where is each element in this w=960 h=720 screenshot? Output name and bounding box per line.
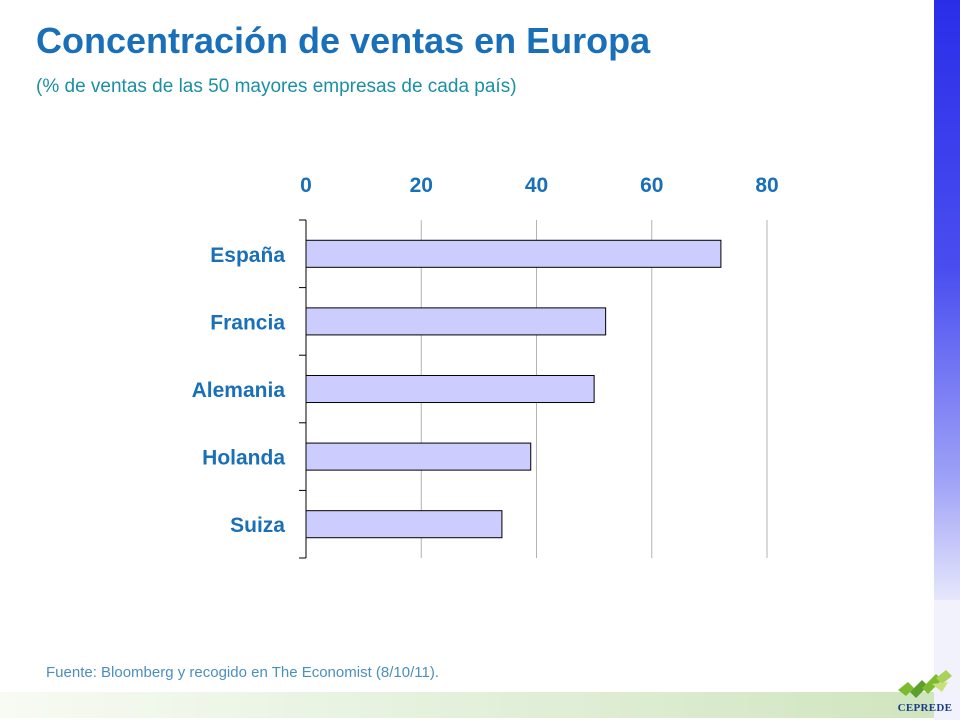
bars	[305, 239, 722, 539]
bottom-decor-bar	[0, 692, 934, 718]
category-labels: España Francia Alemania Holanda Suiza	[192, 244, 286, 537]
category-label: España	[210, 244, 285, 267]
logo-text: CEPREDE	[897, 702, 953, 714]
category-label: Francia	[210, 311, 285, 334]
category-label: Suiza	[230, 514, 285, 537]
bar	[305, 442, 532, 471]
category-label: Holanda	[202, 447, 285, 470]
bar	[305, 239, 722, 268]
source-note: Fuente: Bloomberg y recogido en The Econ…	[46, 664, 439, 681]
x-tick-label: 20	[410, 174, 433, 197]
bar	[305, 307, 607, 336]
bar	[305, 510, 503, 539]
side-bar-base	[934, 600, 960, 720]
x-tick-label: 80	[755, 174, 778, 197]
ceprede-logo: CEPREDE	[892, 668, 958, 718]
page-title: Concentración de ventas en Europa	[36, 20, 651, 61]
bar-chart: 0 20 40 60 80 España Francia Alemania Holanda Su…	[192, 174, 779, 559]
x-tick-label: 60	[640, 174, 663, 197]
side-bar-gradient	[934, 0, 960, 600]
x-tick-label: 0	[300, 174, 312, 197]
category-axis	[299, 219, 307, 559]
category-label: Alemania	[192, 379, 286, 402]
page-subtitle: (% de ventas de las 50 mayores empresas …	[36, 76, 517, 97]
value-axis-ticks: 0 20 40 60 80	[300, 174, 779, 197]
x-tick-label: 40	[525, 174, 548, 197]
bar	[305, 374, 595, 404]
logo-mark-icon	[898, 670, 952, 698]
side-decor-bar	[934, 0, 960, 720]
